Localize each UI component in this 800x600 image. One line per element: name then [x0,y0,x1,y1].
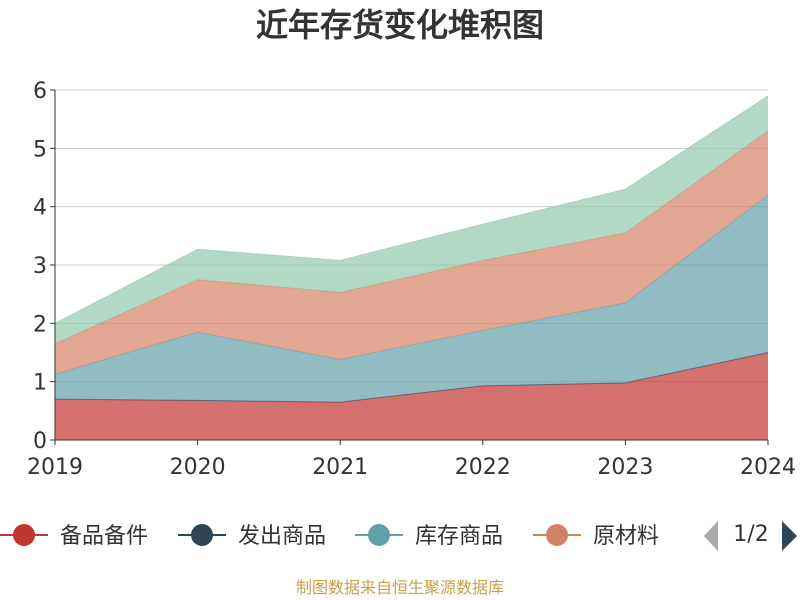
area-series-1 [55,352,768,440]
legend-page-indicator: 1/2 [733,522,768,547]
legend-marker [546,524,568,546]
area-series [54,95,769,440]
y-tick-label: 3 [33,254,47,279]
legend: 备品备件 发出商品 库存商品 原材料 [0,524,659,549]
triangle-right-icon[interactable] [782,521,797,551]
x-axis-labels: 2019 2020 2021 2022 2023 2024 [27,455,796,480]
x-tick-label: 2019 [27,455,83,480]
y-tick-label: 1 [33,371,47,396]
data-source-note: 制图数据来自恒生聚源数据库 [296,578,504,597]
x-tick-label: 2021 [312,455,368,480]
legend-item-2[interactable]: 发出商品 [178,524,326,549]
y-tick-label: 4 [33,196,47,221]
legend-marker [191,524,213,546]
legend-item-3[interactable]: 库存商品 [355,524,503,549]
y-tick-label: 2 [33,312,47,337]
legend-marker [368,524,390,546]
area-series-4 [55,130,768,375]
legend-label: 库存商品 [415,524,503,549]
legend-label: 原材料 [593,524,659,549]
legend-marker [13,524,35,546]
legend-item-1[interactable]: 备品备件 [0,524,148,549]
triangle-left-icon[interactable] [704,521,718,551]
legend-label: 发出商品 [238,524,326,549]
x-tick-label: 2020 [170,455,226,480]
x-tick-label: 2022 [455,455,511,480]
x-tick-label: 2023 [597,455,653,480]
legend-pager: 1/2 [704,521,797,551]
area-series-5 [55,95,768,344]
chart-title: 近年存货变化堆积图 [256,6,544,44]
series-line-5 [54,95,769,324]
y-tick-label: 0 [33,429,47,454]
x-tick-label: 2024 [740,455,796,480]
y-axis-labels: 0 1 2 3 4 5 6 [33,79,47,454]
area-series-3 [55,195,768,403]
axes [54,90,769,445]
legend-item-4[interactable]: 原材料 [533,524,659,549]
y-tick-label: 6 [33,79,47,104]
y-tick-label: 5 [33,137,47,162]
legend-label: 备品备件 [60,524,148,549]
